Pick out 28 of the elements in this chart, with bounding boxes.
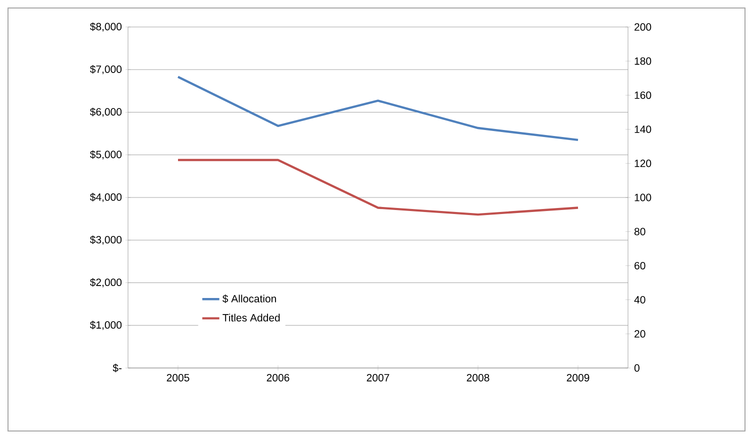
y-tick-label: $8,000 (90, 22, 122, 32)
y2-tick-label: 160 (634, 91, 652, 99)
legend-label: $ Allocation (222, 294, 276, 304)
legend-label: Titles Added (222, 314, 280, 322)
x-tick-label: 2005 (166, 374, 190, 382)
y2-tick-label: 80 (634, 228, 646, 236)
x-tick-label: 2008 (466, 374, 490, 382)
y-tick-label: $4,000 (90, 192, 122, 202)
y2-tick-label: 200 (634, 23, 652, 31)
y-tick-label: $1,000 (90, 320, 122, 330)
y2-tick-label: 40 (634, 296, 646, 304)
y2-tick-label: 140 (634, 126, 652, 134)
y2-tick-label: 100 (634, 194, 652, 202)
x-tick-label: 2009 (566, 374, 590, 382)
y-tick-label: $7,000 (90, 65, 122, 74)
y-tick-label: $5,000 (90, 150, 122, 160)
y2-tick-label: 120 (634, 160, 652, 168)
y2-tick-label: 60 (634, 262, 646, 270)
y-tick-label: $6,000 (90, 108, 122, 117)
line-series (176, 76, 580, 142)
x-tick-label: 2007 (366, 374, 390, 382)
y2-tick-label: 20 (634, 330, 646, 338)
y2-tick-label: 0 (634, 364, 640, 372)
y-tick-label: $- (112, 364, 122, 372)
y-tick-label: $2,000 (90, 278, 122, 288)
y2-tick-label: 180 (634, 57, 652, 65)
x-tick-label: 2006 (266, 374, 290, 382)
y-tick-label: $3,000 (90, 236, 122, 245)
